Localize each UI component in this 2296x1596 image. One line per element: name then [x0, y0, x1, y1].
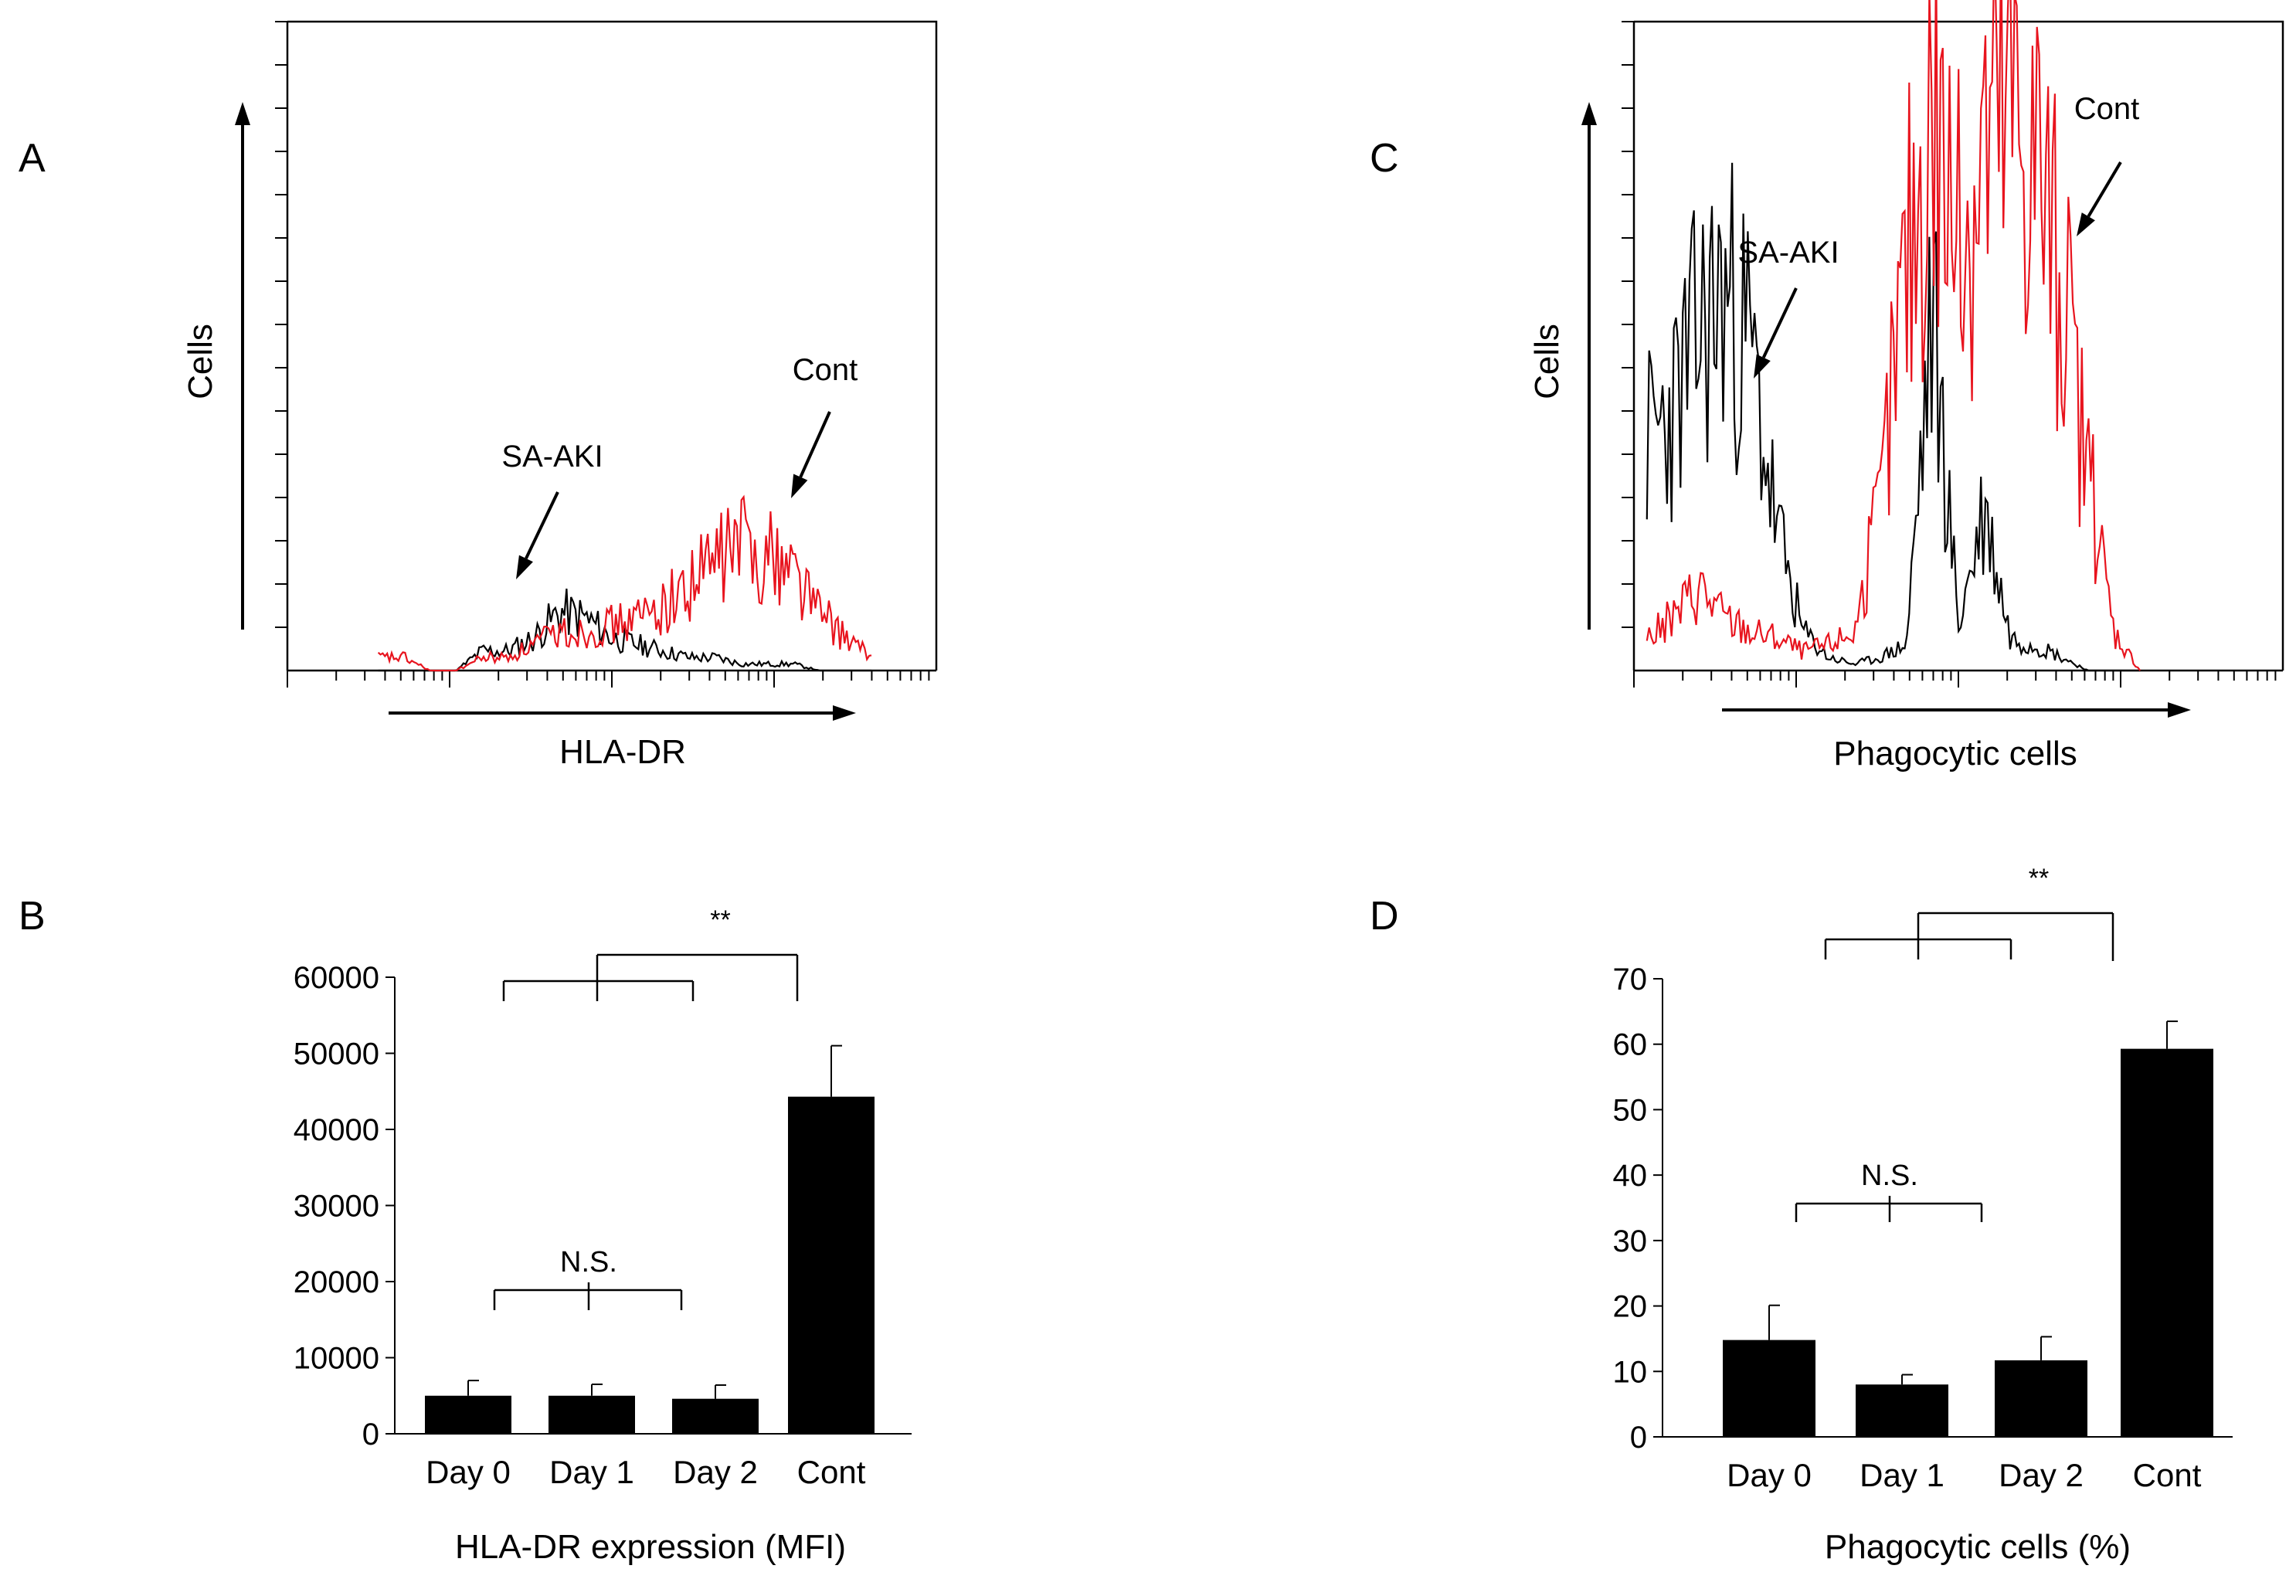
panel-d-y-tick-label: 30: [1613, 1224, 1648, 1258]
panel-c-frame: [1634, 20, 2284, 671]
panel-d-bar: [1856, 1384, 1948, 1437]
panel-c-cells-arrow: [1581, 102, 1597, 630]
bar-chart-b-significance-label: **: [710, 905, 730, 935]
histogram-c-xlabel: Phagocytic cells: [1833, 735, 2077, 773]
bar-chart-b: 0 10000 20000 30000 40000 50000 60000 Day 0 Day…: [294, 905, 912, 1566]
panel-d-category-label: Day 2: [1999, 1457, 2084, 1493]
histogram-a-sa-aki-line: [378, 588, 871, 672]
panel-label-d: D: [1370, 894, 1399, 939]
panel-b-category-label: Day 2: [673, 1454, 758, 1490]
bar-chart-b-xlabel: HLA-DR expression (MFI): [455, 1528, 846, 1566]
panel-d-y-tick-label: 50: [1613, 1093, 1648, 1127]
panel-b-category-label: Day 0: [426, 1454, 511, 1490]
panel-d-y-tick-label: 0: [1630, 1421, 1647, 1455]
panel-b-y-tick-label: 40000: [294, 1113, 379, 1147]
panel-d-category-label: Day 0: [1727, 1457, 1812, 1493]
panel-d-y-tick-label: 70: [1613, 963, 1648, 997]
panel-d-bar: [1723, 1340, 1815, 1437]
panel-b-category-label: Cont: [797, 1454, 866, 1490]
bar-chart-d: 0 10 20 30 40 50 60 70 Day 0 Day 1 Day 2 Cont Phag…: [1613, 864, 2233, 1566]
panel-b-y-tick-label: 60000: [294, 961, 379, 995]
panel-d-bar: [1995, 1360, 2087, 1437]
bar-chart-b-ns-label: N.S.: [560, 1246, 617, 1278]
panel-b-y-tick-label: 20000: [294, 1265, 379, 1299]
bar-chart-d-ns-label: N.S.: [1861, 1160, 1918, 1192]
panel-c-x-arrow: [1722, 702, 2191, 718]
panel-d-y-tick-label: 60: [1613, 1028, 1648, 1062]
panel-a-sa-aki-arrow: [516, 491, 559, 579]
panel-a-cont-arrow: [791, 411, 831, 498]
panel-label-c: C: [1370, 136, 1399, 181]
panel-d-y-tick-label: 20: [1613, 1290, 1648, 1324]
panel-d-y-tick-label: 40: [1613, 1159, 1648, 1193]
panel-b-y-tick-label: 0: [362, 1418, 379, 1452]
histogram-c-sa-aki-line: [1646, 162, 2141, 672]
panel-b-y-tick-label: 50000: [294, 1037, 379, 1071]
histogram-a-xlabel: HLA-DR: [559, 733, 686, 771]
bar-chart-d-xlabel: Phagocytic cells (%): [1825, 1528, 2131, 1566]
panel-d-y-tick-label: 10: [1613, 1355, 1648, 1389]
panel-b-y-tick-label: 10000: [294, 1342, 379, 1376]
panel-c-cont-arrow: [2077, 161, 2122, 236]
panel-b-bar: [672, 1398, 759, 1434]
histogram-c-sa-aki-label: SA-AKI: [1737, 236, 1839, 270]
histogram-c-cont-label: Cont: [2074, 92, 2140, 126]
histogram-c-cont-line: [1646, 0, 2141, 671]
panel-b-bar: [788, 1096, 875, 1434]
panel-b-bar: [425, 1395, 511, 1434]
panel-label-a: A: [19, 136, 46, 181]
panel-b-bar: [549, 1395, 635, 1434]
bar-chart-d-significance-label: **: [2029, 864, 2049, 893]
histogram-a-cont-label: Cont: [793, 353, 858, 387]
panel-b-category-label: Day 1: [549, 1454, 634, 1490]
histogram-a-cont-line: [377, 494, 872, 672]
histogram-a: Cells HLA-DR SA-AKI Cont: [182, 20, 938, 771]
histogram-c: Cells Phagocytic cells SA-AKI Cont: [1528, 0, 2284, 773]
panel-a-cells-arrow: [235, 102, 250, 630]
panel-label-b: B: [19, 894, 46, 939]
panel-a-frame: [287, 20, 938, 671]
panel-d-category-label: Cont: [2133, 1457, 2202, 1493]
panel-c-sa-aki-arrow: [1754, 287, 1798, 379]
histogram-a-ylabel: Cells: [182, 324, 219, 399]
histogram-c-ylabel: Cells: [1528, 324, 1566, 399]
panel-b-y-tick-label: 30000: [294, 1190, 379, 1224]
panel-a-x-arrow: [389, 705, 856, 721]
histogram-a-sa-aki-label: SA-AKI: [501, 440, 603, 474]
panel-d-category-label: Day 1: [1860, 1457, 1944, 1493]
panel-d-bar: [2121, 1048, 2213, 1437]
